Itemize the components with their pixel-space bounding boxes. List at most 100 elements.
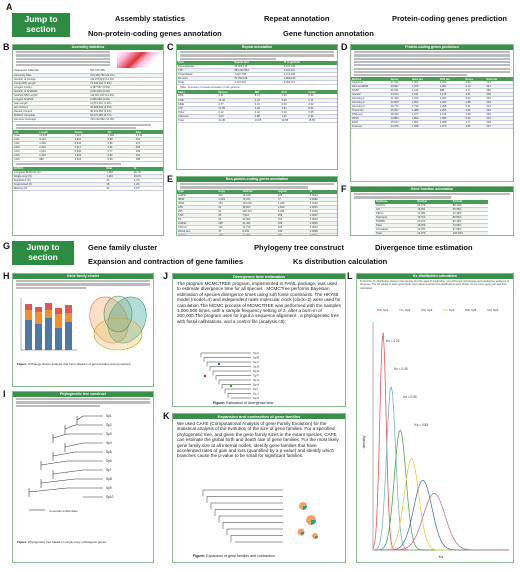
expansion-text: We used CAFE (Computational Analysis of … xyxy=(177,421,339,459)
tree-leaf-label: Sp3 xyxy=(106,432,112,436)
table-cell: Chr3 xyxy=(13,145,39,151)
table-cell: 0.0007 xyxy=(308,213,337,218)
table-cell: 112 xyxy=(217,193,242,198)
table-cell: 0.44 xyxy=(307,94,337,99)
table-cell: 28,330 xyxy=(389,112,411,118)
nav-protein-coding[interactable]: Protein-coding genes prediction xyxy=(392,14,508,23)
table-cell: 225 xyxy=(485,100,513,106)
table-row: Duplicated (D) 40 2.7% xyxy=(13,178,163,183)
table-cell: LINE xyxy=(177,98,218,103)
table-cell: 8,344 xyxy=(73,141,107,147)
label-B: B xyxy=(3,42,10,52)
tree-legend-label: Uncertain subfamilies xyxy=(49,509,78,513)
table-cell: 236 xyxy=(485,112,513,118)
table-cell: Other xyxy=(177,110,218,115)
table-cell: 0.86 xyxy=(106,141,135,147)
table-cell: Total xyxy=(13,134,39,139)
table-cell: 229 xyxy=(485,120,513,126)
table-row: snRNA 288 31,441 109 0.0032 xyxy=(177,221,337,226)
table-cell: Number of Scaffolds xyxy=(13,89,90,94)
tree-leaf-label: Sp B xyxy=(253,356,259,360)
label-F: F xyxy=(341,184,347,194)
bar xyxy=(55,308,62,314)
table-cell: 79,012 xyxy=(241,197,277,202)
bar xyxy=(45,318,52,350)
divergence-tree: Sp ASp BSp CSp DSp ESp FSp GSp HSp ISp J… xyxy=(200,351,259,400)
tree-leaf-label: Sp A xyxy=(253,351,259,355)
table-cell: HACA-box xyxy=(177,229,218,234)
tree-leaf-label: Sp H xyxy=(253,383,259,387)
table-cell: 88.10% xyxy=(451,203,489,208)
nav-gene-family-cluster[interactable]: Gene family cluster xyxy=(88,243,158,252)
table-cell: 4.83 xyxy=(464,81,486,86)
table-cell: 96.46% xyxy=(451,219,489,224)
table-cell: 21,440 xyxy=(389,96,411,102)
table-cell: 0.0013 xyxy=(308,225,337,230)
table-row: TrEMBL 23,514 96.46% xyxy=(375,219,489,224)
table-cell: InterPro xyxy=(375,203,417,208)
nav-ks-distribution[interactable]: Ks distribution calculation xyxy=(293,257,388,266)
table-row: KEGG 10,284 42.19% xyxy=(375,211,489,216)
nav-phylogeny-tree[interactable]: Phylogeny tree construct xyxy=(254,243,345,252)
table-cell: 81,070,080 (8.7%) xyxy=(89,113,163,118)
table-cell: 40 xyxy=(105,178,133,183)
jump-to-section-button-2[interactable]: Jump to section xyxy=(12,241,74,265)
ks-density-chart: Sp1 Sp2 Sp3 Sp4 Sp5 Sp6 Ks = 0.22 Ks = 0.40 Ks … xyxy=(361,308,509,559)
expansion-contraction-panel: Expansion and contraction of gene famili… xyxy=(172,413,346,563)
table-cell: 102,113 xyxy=(241,209,277,214)
table-row: 18S 22 39,817 1,810 0.0040 xyxy=(177,205,337,210)
table-cell: 5S xyxy=(177,217,218,222)
nav-repeat-annotation[interactable]: Repeat annotation xyxy=(264,14,330,23)
panel-title: Expansion and contraction of gene famili… xyxy=(173,414,345,419)
table-cell: Sequenced Data Size xyxy=(13,69,90,74)
table-row: GO 15,931 65.35% xyxy=(375,207,489,212)
table-cell: 1,122 xyxy=(410,88,439,94)
table-cell: 56 xyxy=(217,217,242,222)
nav-assembly-statistics[interactable]: Assembly statistics xyxy=(115,14,186,23)
table-row: LINE 16.32 1.43 5.30 6.11 xyxy=(177,98,337,103)
nav-gene-function[interactable]: Gene function annotation xyxy=(283,29,374,38)
table-cell: 219 xyxy=(485,96,513,102)
assembly-statistics-panel: Assembly statistics Sequenced Data Size 9… xyxy=(12,44,164,236)
bar xyxy=(65,313,72,322)
table-cell: 1,279 xyxy=(438,124,465,130)
nav-expansion-contraction[interactable]: Expansion and contraction of gene famili… xyxy=(88,257,244,266)
table-cell: 26,002 xyxy=(389,108,411,114)
divergence-time-panel: Divergence time estimation The program M… xyxy=(172,273,346,407)
label-D: D xyxy=(341,42,348,52)
table-cell: 988 xyxy=(438,88,465,94)
gene-family-cluster-panel: Gene family cluster Figure: Orthology cl… xyxy=(12,273,154,387)
nav-non-protein-coding[interactable]: Non-protein-coding genes annotation xyxy=(88,29,222,38)
table-row: Total 13,958 7,321 1,184 3,512 xyxy=(13,134,163,139)
ks-ylabel: density xyxy=(361,436,366,449)
tree-leaf-label: Sp D xyxy=(253,365,259,369)
tree-leaf-label: Sp J xyxy=(253,392,259,396)
table-cell: Transcript xyxy=(351,108,390,114)
table-cell: 28S xyxy=(177,209,218,214)
table-cell: 74.93% xyxy=(451,223,489,228)
table-cell: 25,907 xyxy=(389,84,411,90)
table-row: Homolog 3 20,771 1,733 1,358 5.11 214 xyxy=(351,104,513,110)
table-cell: 3,614 xyxy=(73,157,107,163)
label-A: A xyxy=(6,2,13,12)
ks-text: To find the Ks distribution between the … xyxy=(360,280,510,290)
table-cell: Pfam xyxy=(375,223,417,228)
repeat-class-table: Class Denovo RM Prot Comb DNA 3.11 8.27 1.91 0.44… xyxy=(177,90,337,123)
jump-to-section-button-1[interactable]: Jump to section xyxy=(12,13,70,37)
table-cell: 1,410 xyxy=(105,174,133,179)
nav-divergence-time[interactable]: Divergence time estimation xyxy=(375,243,473,252)
table-cell: 0.88 xyxy=(253,114,281,119)
bar xyxy=(55,328,62,350)
table-cell: Gap Length xyxy=(13,101,90,106)
table-cell: Chr6 xyxy=(13,157,39,163)
table-row: Homolog 2 22,908 1,654 1,290 4.88 225 xyxy=(351,100,513,106)
table-cell: Homolog 2 xyxy=(351,100,390,106)
table-row: TRF 384,202,551 6,115,311 xyxy=(177,68,337,74)
table-cell: 30,221 xyxy=(389,88,411,94)
table-cell: 0.62 xyxy=(307,102,337,107)
table-cell: 1,450 xyxy=(105,170,133,175)
table-cell: 3,127,045 xyxy=(282,64,337,69)
table-cell: 97.55% xyxy=(451,227,489,232)
table-cell: 8.00 xyxy=(307,106,337,111)
table-cell: 0.0032 xyxy=(308,221,337,226)
